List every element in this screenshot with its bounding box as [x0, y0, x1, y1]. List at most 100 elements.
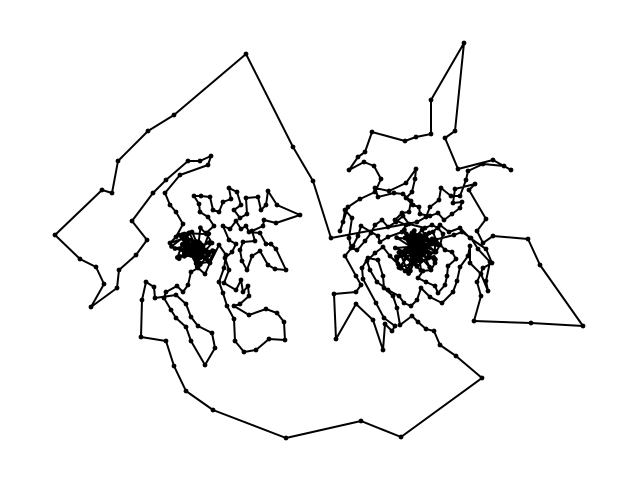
- tour-node: [414, 297, 420, 303]
- tour-node: [220, 290, 226, 296]
- tour-node: [409, 313, 415, 319]
- tour-node: [414, 219, 420, 225]
- tour-node: [468, 235, 474, 241]
- right-cluster-node: [423, 232, 428, 237]
- right-cluster-node: [412, 249, 417, 254]
- tour-node: [459, 199, 465, 205]
- tour-node: [203, 247, 209, 253]
- tour-node: [168, 307, 174, 313]
- tour-node: [212, 345, 218, 351]
- tour-node: [362, 238, 368, 244]
- tour-node: [129, 218, 135, 224]
- tour-node: [472, 181, 478, 187]
- tour-node: [345, 204, 351, 210]
- tour-node: [163, 177, 169, 183]
- tour-node: [381, 285, 387, 291]
- tour-node: [283, 435, 289, 441]
- tour-node: [328, 235, 334, 241]
- tour-node: [331, 291, 337, 297]
- left-cluster-node: [181, 248, 187, 254]
- right-cluster-node: [432, 238, 438, 244]
- tour-node: [152, 295, 158, 301]
- tour-node: [188, 338, 194, 344]
- tour-node: [273, 246, 279, 252]
- tour-node: [238, 202, 244, 208]
- tour-node: [451, 232, 457, 238]
- tour-node: [191, 193, 197, 199]
- tour-node: [461, 40, 467, 46]
- tour-node: [272, 266, 278, 272]
- tour-node: [390, 293, 396, 299]
- left-cluster-node: [185, 247, 191, 253]
- tour-node: [580, 323, 586, 329]
- right-cluster-node: [425, 237, 431, 243]
- tour-node: [246, 312, 252, 318]
- tour-node: [139, 297, 145, 303]
- tour-node: [442, 247, 448, 253]
- tour-node: [441, 217, 447, 223]
- tour-node: [183, 388, 189, 394]
- tour-node: [403, 195, 409, 201]
- tour-node: [233, 241, 239, 247]
- tour-edges: [54, 42, 584, 439]
- tour-node: [231, 303, 237, 309]
- tour-node: [52, 232, 58, 238]
- tour-node: [358, 418, 364, 424]
- tour-node: [428, 97, 434, 103]
- tour-node: [243, 195, 249, 201]
- tour-node: [427, 213, 433, 219]
- tour-node: [337, 228, 343, 234]
- tour-node: [77, 256, 83, 262]
- right-cluster-node: [426, 230, 432, 236]
- right-cluster-node: [418, 233, 423, 238]
- tour-node: [243, 223, 249, 229]
- tour-node: [101, 281, 107, 287]
- tour-node: [253, 347, 259, 353]
- tour-node: [257, 248, 263, 254]
- tour-node: [281, 319, 287, 325]
- right-cluster-node: [420, 240, 425, 246]
- tour-node: [438, 185, 444, 191]
- tour-node: [377, 239, 383, 245]
- tour-node: [163, 289, 169, 295]
- left-cluster-node: [189, 246, 195, 252]
- tour-node: [252, 238, 258, 244]
- tour-node: [361, 159, 367, 165]
- tour-node: [483, 246, 489, 252]
- tour-node: [364, 258, 370, 264]
- tour-node: [389, 328, 395, 334]
- tour-node: [475, 246, 481, 252]
- tour-node: [265, 262, 271, 268]
- tour-node: [342, 207, 348, 213]
- tour-node: [380, 347, 386, 353]
- tour-node: [508, 167, 514, 173]
- tour-node: [416, 204, 422, 210]
- tour-node: [372, 250, 378, 256]
- left-cluster-node: [194, 264, 200, 270]
- tour-node: [442, 135, 448, 141]
- tour-path: [54, 42, 584, 439]
- right-cluster-node: [410, 229, 416, 235]
- left-cluster-node: [198, 260, 204, 266]
- right-cluster-node: [406, 271, 411, 276]
- tour-node: [210, 207, 216, 213]
- left-cluster-node: [198, 225, 203, 231]
- tour-node: [400, 213, 406, 219]
- tour-node: [133, 252, 139, 258]
- tour-node: [372, 185, 378, 191]
- right-cluster-node: [418, 268, 424, 273]
- tour-node: [115, 158, 121, 164]
- tour-node: [151, 284, 157, 290]
- right-cluster-node: [418, 256, 423, 262]
- tour-node: [208, 153, 214, 159]
- tour-node: [409, 189, 415, 195]
- tour-node: [398, 434, 404, 440]
- tour-node: [423, 279, 429, 285]
- tour-nodes: [52, 40, 586, 441]
- tour-node: [440, 231, 446, 237]
- tour-node: [432, 283, 438, 289]
- tour-node: [88, 304, 94, 310]
- tour-node: [385, 224, 391, 230]
- tour-node: [171, 363, 177, 369]
- tour-node: [244, 211, 250, 217]
